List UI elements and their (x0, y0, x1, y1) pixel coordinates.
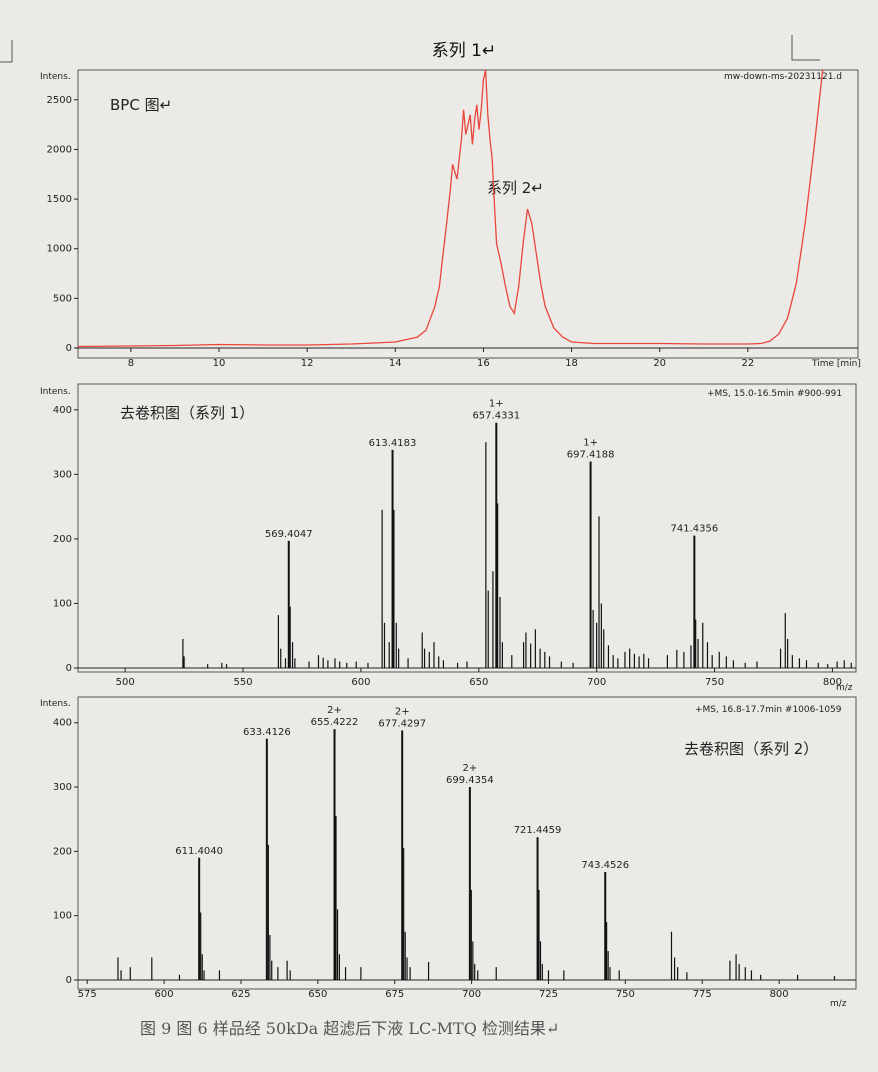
bpc-trace-line (77, 69, 824, 348)
ytick-label: 100 (53, 598, 72, 609)
deconv2-info: +MS, 16.8-17.7min #1006-1059 (695, 705, 842, 715)
bpc-ylabel: Intens. (40, 72, 71, 82)
peak-label: 655.4222 (311, 717, 359, 728)
deconv1-ylabel: Intens. (40, 387, 71, 397)
ytick-label: 2000 (47, 144, 72, 155)
figure-caption: 图 9 图 6 样品经 50kDa 超滤后下液 LC-MTQ 检测结果↵ (140, 1019, 559, 1038)
xtick-label: 625 (231, 989, 250, 1000)
ytick-label: 200 (53, 846, 72, 857)
peak-label: 611.4040 (175, 846, 223, 857)
deconv1-info: +MS, 15.0-16.5min #900-991 (707, 389, 842, 399)
bpc-info: mw-down-ms-20231121.d (724, 72, 842, 82)
ytick-label: 1000 (47, 244, 72, 255)
peak-label: 697.4188 (567, 449, 615, 460)
xtick-label: 750 (705, 677, 724, 688)
xtick-label: 16 (477, 358, 490, 369)
peak-charge-label: 2+ (327, 705, 342, 716)
xtick-label: 775 (693, 989, 712, 1000)
peak-charge-label: 2+ (463, 763, 478, 774)
xtick-label: 700 (587, 677, 606, 688)
xtick-label: 800 (770, 989, 789, 1000)
bpc-plot-frame (77, 69, 859, 359)
xtick-label: 650 (308, 989, 327, 1000)
xtick-label: 18 (565, 358, 578, 369)
xtick-label: 20 (653, 358, 666, 369)
xtick-label: 750 (616, 989, 635, 1000)
peak-label: 613.4183 (369, 438, 417, 449)
peak-label: 633.4126 (243, 727, 291, 738)
deconv2-plot-frame (77, 696, 857, 990)
ytick-label: 400 (53, 405, 72, 416)
xtick-label: 14 (389, 358, 402, 369)
xtick-label: 675 (385, 989, 404, 1000)
xtick-label: 10 (213, 358, 226, 369)
ytick-label: 0 (66, 343, 72, 354)
deconv1-title: 去卷积图（系列 1） (120, 404, 254, 422)
xtick-label: 12 (301, 358, 314, 369)
bpc-chart: Intens. mw-down-ms-20231121.d BPC 图↵ 系列 … (40, 69, 861, 369)
deconvolution-chart-2: Intens. +MS, 16.8-17.7min #1006-1059 去卷积… (40, 696, 857, 1009)
ytick-label: 100 (53, 911, 72, 922)
peak-charge-label: 2+ (395, 706, 410, 717)
ytick-label: 0 (66, 975, 72, 986)
peak-label: 569.4047 (265, 529, 313, 540)
peak-charge-label: 1+ (583, 437, 598, 448)
ytick-label: 200 (53, 534, 72, 545)
ytick-label: 500 (53, 293, 72, 304)
crop-mark-left (0, 40, 13, 63)
crop-mark-right (791, 35, 820, 61)
xtick-label: 600 (155, 989, 174, 1000)
xtick-label: 725 (539, 989, 558, 1000)
xtick-label: 600 (351, 677, 370, 688)
xtick-label: 8 (128, 358, 134, 369)
peak-label: 741.4356 (670, 524, 718, 535)
page-title: 系列 1↵ (432, 41, 496, 61)
deconv1-plot-frame (77, 383, 857, 673)
xtick-label: 22 (741, 358, 754, 369)
peak-label: 721.4459 (514, 825, 562, 836)
bpc-annotation: BPC 图↵ (110, 96, 172, 114)
xtick-label: 550 (233, 677, 252, 688)
xtick-label: 700 (462, 989, 481, 1000)
peak-label: 743.4526 (581, 860, 629, 871)
ytick-label: 2500 (47, 95, 72, 106)
deconv1-xlabel: m/z (836, 683, 853, 693)
series2-annotation: 系列 2↵ (487, 179, 544, 197)
ytick-label: 300 (53, 782, 72, 793)
peak-label: 699.4354 (446, 775, 494, 786)
peak-label: 677.4297 (378, 718, 426, 729)
xtick-label: 575 (78, 989, 97, 1000)
ytick-label: 400 (53, 718, 72, 729)
ytick-label: 1500 (47, 194, 72, 205)
ytick-label: 300 (53, 469, 72, 480)
xtick-label: 650 (469, 677, 488, 688)
deconv2-ylabel: Intens. (40, 699, 71, 709)
xtick-label: 800 (823, 677, 842, 688)
ytick-label: 0 (66, 663, 72, 674)
bpc-xlabel: Time [min] (811, 359, 861, 369)
peak-label: 657.4331 (472, 411, 520, 422)
deconv2-xlabel: m/z (830, 999, 847, 1009)
peak-charge-label: 1+ (489, 399, 504, 410)
xtick-label: 500 (116, 677, 135, 688)
deconv2-title: 去卷积图（系列 2） (684, 740, 818, 758)
deconvolution-chart-1: Intens. +MS, 15.0-16.5min #900-991 去卷积图（… (40, 383, 857, 693)
